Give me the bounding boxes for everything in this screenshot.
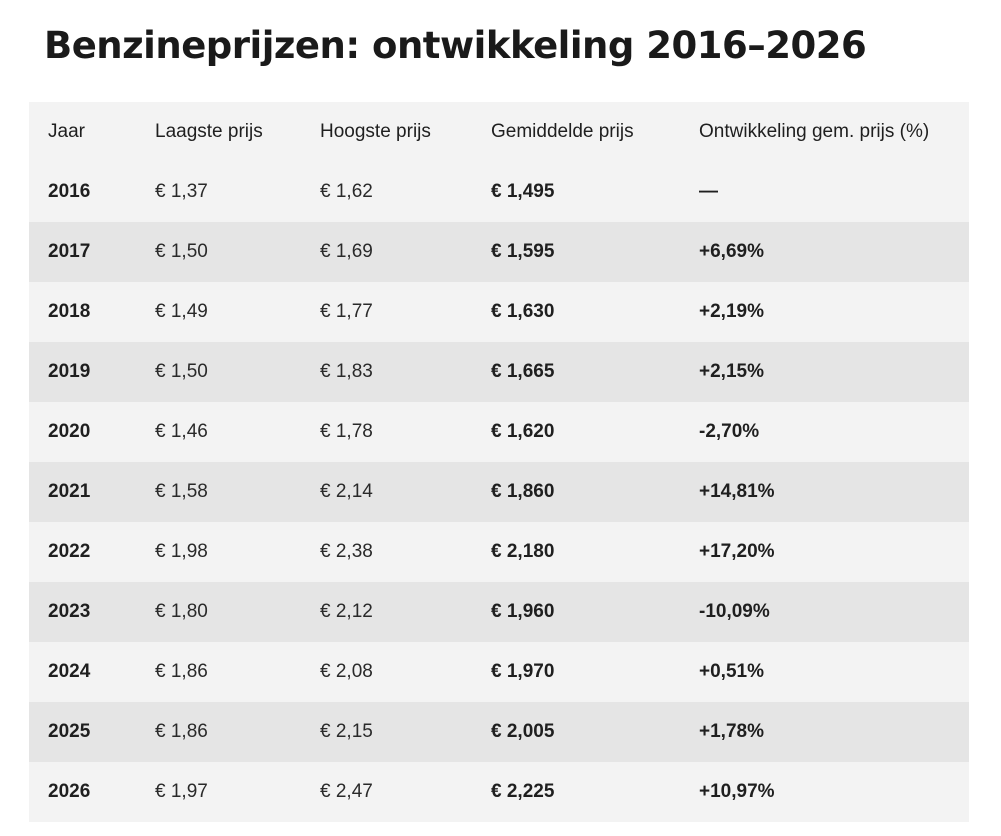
table-row: 2022 € 1,98 € 2,38 € 2,180 +17,20% <box>29 522 969 582</box>
cell-laagste-prijs: € 1,58 <box>155 481 208 502</box>
cell-ontwikkeling: +10,97% <box>699 781 775 802</box>
cell-hoogste-prijs: € 1,83 <box>320 361 373 382</box>
table-body: 2016 € 1,37 € 1,62 € 1,495 — 2017 € 1,50 € 1,69… <box>29 162 969 822</box>
page-title: Benzineprijzen: ontwikkeling 2016–2026 <box>44 24 867 67</box>
table-row: 2024 € 1,86 € 2,08 € 1,970 +0,51% <box>29 642 969 702</box>
cell-ontwikkeling: -10,09% <box>699 601 770 622</box>
cell-hoogste-prijs: € 1,77 <box>320 301 373 322</box>
cell-gemiddelde-prijs: € 1,495 <box>491 181 555 202</box>
cell-jaar: 2020 <box>48 421 91 442</box>
cell-ontwikkeling: — <box>699 181 718 202</box>
header-ontwikkeling: Ontwikkeling gem. prijs (%) <box>699 121 930 142</box>
table-row: 2020 € 1,46 € 1,78 € 1,620 -2,70% <box>29 402 969 462</box>
cell-laagste-prijs: € 1,46 <box>155 421 208 442</box>
cell-laagste-prijs: € 1,37 <box>155 181 208 202</box>
table-row: 2026 € 1,97 € 2,47 € 2,225 +10,97% <box>29 762 969 822</box>
cell-hoogste-prijs: € 2,47 <box>320 781 373 802</box>
cell-ontwikkeling: +2,15% <box>699 361 764 382</box>
table-row: 2017 € 1,50 € 1,69 € 1,595 +6,69% <box>29 222 969 282</box>
cell-ontwikkeling: +0,51% <box>699 661 764 682</box>
cell-hoogste-prijs: € 2,12 <box>320 601 373 622</box>
cell-gemiddelde-prijs: € 2,225 <box>491 781 555 802</box>
cell-jaar: 2016 <box>48 181 91 202</box>
cell-hoogste-prijs: € 2,15 <box>320 721 373 742</box>
cell-jaar: 2018 <box>48 301 91 322</box>
cell-ontwikkeling: +14,81% <box>699 481 775 502</box>
cell-laagste-prijs: € 1,80 <box>155 601 208 622</box>
cell-jaar: 2024 <box>48 661 91 682</box>
table-header-row: Jaar Laagste prijs Hoogste prijs Gemidde… <box>29 102 969 162</box>
cell-jaar: 2026 <box>48 781 91 802</box>
cell-jaar: 2022 <box>48 541 91 562</box>
cell-laagste-prijs: € 1,49 <box>155 301 208 322</box>
cell-jaar: 2025 <box>48 721 91 742</box>
cell-gemiddelde-prijs: € 1,620 <box>491 421 555 442</box>
table-row: 2025 € 1,86 € 2,15 € 2,005 +1,78% <box>29 702 969 762</box>
cell-hoogste-prijs: € 2,08 <box>320 661 373 682</box>
header-jaar: Jaar <box>48 121 85 142</box>
cell-ontwikkeling: +1,78% <box>699 721 764 742</box>
cell-jaar: 2017 <box>48 241 91 262</box>
cell-laagste-prijs: € 1,50 <box>155 241 208 262</box>
cell-laagste-prijs: € 1,86 <box>155 661 208 682</box>
table-row: 2019 € 1,50 € 1,83 € 1,665 +2,15% <box>29 342 969 402</box>
table-row: 2023 € 1,80 € 2,12 € 1,960 -10,09% <box>29 582 969 642</box>
header-laagste-prijs: Laagste prijs <box>155 121 263 142</box>
cell-hoogste-prijs: € 1,62 <box>320 181 373 202</box>
cell-jaar: 2023 <box>48 601 91 622</box>
cell-gemiddelde-prijs: € 2,180 <box>491 541 555 562</box>
cell-jaar: 2021 <box>48 481 91 502</box>
cell-ontwikkeling: +2,19% <box>699 301 764 322</box>
cell-hoogste-prijs: € 1,69 <box>320 241 373 262</box>
header-gemiddelde-prijs: Gemiddelde prijs <box>491 121 634 142</box>
cell-ontwikkeling: -2,70% <box>699 421 760 442</box>
cell-laagste-prijs: € 1,50 <box>155 361 208 382</box>
cell-hoogste-prijs: € 1,78 <box>320 421 373 442</box>
cell-gemiddelde-prijs: € 1,665 <box>491 361 555 382</box>
price-table: Jaar Laagste prijs Hoogste prijs Gemidde… <box>29 102 969 822</box>
cell-jaar: 2019 <box>48 361 91 382</box>
header-hoogste-prijs: Hoogste prijs <box>320 121 431 142</box>
cell-hoogste-prijs: € 2,14 <box>320 481 373 502</box>
cell-gemiddelde-prijs: € 1,595 <box>491 241 555 262</box>
cell-gemiddelde-prijs: € 1,630 <box>491 301 555 322</box>
cell-gemiddelde-prijs: € 1,970 <box>491 661 555 682</box>
cell-ontwikkeling: +6,69% <box>699 241 764 262</box>
cell-gemiddelde-prijs: € 2,005 <box>491 721 555 742</box>
cell-laagste-prijs: € 1,97 <box>155 781 208 802</box>
cell-gemiddelde-prijs: € 1,960 <box>491 601 555 622</box>
table-row: 2021 € 1,58 € 2,14 € 1,860 +14,81% <box>29 462 969 522</box>
cell-hoogste-prijs: € 2,38 <box>320 541 373 562</box>
cell-laagste-prijs: € 1,98 <box>155 541 208 562</box>
cell-gemiddelde-prijs: € 1,860 <box>491 481 555 502</box>
cell-ontwikkeling: +17,20% <box>699 541 775 562</box>
table-row: 2016 € 1,37 € 1,62 € 1,495 — <box>29 162 969 222</box>
table-row: 2018 € 1,49 € 1,77 € 1,630 +2,19% <box>29 282 969 342</box>
cell-laagste-prijs: € 1,86 <box>155 721 208 742</box>
